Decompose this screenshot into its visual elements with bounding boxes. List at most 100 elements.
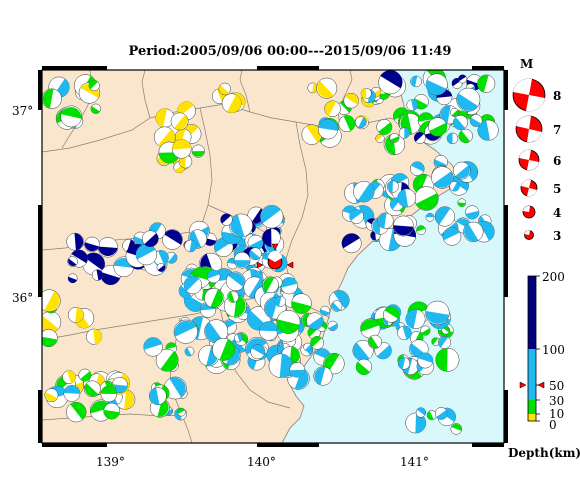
earthquake-mechanism [62,370,76,384]
earthquake-mechanism [67,306,84,323]
earthquake-mechanism [221,93,242,114]
earthquake-mechanism [218,82,232,96]
earthquake-mechanism [86,328,103,345]
earthquake-markers [42,70,499,435]
depth-marker [519,381,545,389]
earthquake-mechanism [428,117,448,137]
earthquake-mechanism [414,186,439,211]
mag-label-8: 8 [553,89,561,103]
earthquake-mechanism [173,319,198,344]
mag-label-6: 6 [553,154,561,168]
earthquake-mechanism [274,295,286,308]
earthquake-mechanism [431,166,454,189]
depth-band-10-30 [528,400,536,414]
earthquake-mechanism [42,289,61,312]
mag-symbol-5 [520,179,538,197]
earthquake-mechanism [389,133,400,143]
earthquake-mechanism [165,251,178,264]
earthquake-mechanism [434,407,448,420]
earthquake-mechanism [60,105,83,128]
earthquake-mechanism [100,385,118,403]
earthquake-mechanism [259,321,279,341]
earthquake-mechanism [353,181,375,203]
earthquake-mechanism [416,225,426,236]
earthquake-mechanism [354,116,367,129]
earthquake-mechanism [268,353,293,378]
earthquake-mechanism [82,252,105,276]
earthquake-mechanism [452,114,469,131]
earthquake-mechanism [343,92,359,109]
earthquake-mechanism [204,319,229,344]
earthquake-mechanism [44,388,59,403]
mag-symbol-7 [515,115,543,143]
earthquake-mechanism [260,205,284,229]
depth-tick-200: 200 [542,270,565,284]
earthquake-mechanism [434,206,455,227]
earthquake-mechanism [375,133,385,144]
earthquake-mechanism [301,124,323,145]
earthquake-mechanism [148,387,167,405]
earthquake-mechanism [42,329,58,348]
earthquake-mechanism [289,362,305,378]
lon-tick-141: 141° [400,455,429,469]
earthquake-mechanism [425,73,448,96]
earthquake-mechanism [170,112,189,131]
earthquake-mechanism [355,358,373,376]
lon-tick-140: 140° [247,455,276,469]
earthquake-mechanism [398,127,410,139]
earthquake-mechanism [410,75,422,88]
depth-tick-50: 50 [549,379,564,393]
earthquake-mechanism [406,99,419,111]
earthquake-mechanism [446,132,459,145]
earthquake-mechanism [249,247,262,261]
depth-legend-label: Depth(km) [508,446,580,460]
earthquake-mechanism [42,311,62,333]
earthquake-mechanism [477,74,496,93]
earthquake-mechanism [469,114,483,127]
earthquake-mechanism [212,337,236,361]
mag-label-7: 7 [553,123,561,137]
earthquake-mechanism [413,131,426,144]
earthquake-mechanism [477,119,499,141]
earthquake-mechanism [452,161,471,180]
map-title: Period:2005/09/06 00:00---2015/09/06 11:… [128,44,452,59]
depth-tick-30: 30 [549,394,564,408]
depth-band-30-100 [528,349,536,400]
earthquake-mechanism [397,325,412,341]
earthquake-mechanism [415,407,427,418]
earthquake-mechanism [378,70,403,95]
earthquake-mechanism [410,161,425,176]
earthquake-mechanism [262,228,281,247]
earthquake-mechanism [143,337,163,357]
depth-colorbar: 200 100 50 30 10 0 Depth(km) [508,270,580,460]
earthquake-mechanism [457,198,467,207]
main-event-marker [256,243,294,270]
mag-symbol-8 [512,78,546,112]
earthquake-mechanism [417,352,434,369]
earthquake-mechanism [393,215,414,237]
earthquake-mechanism [280,277,298,295]
earthquake-mechanism [425,212,435,222]
lat-tick-36: 36° [12,291,33,305]
earthquake-mechanism [310,335,324,350]
earthquake-mechanism [84,380,101,398]
earthquake-mechanism [397,357,411,370]
earthquake-mechanism [306,312,324,330]
earthquake-mechanism [247,234,264,251]
earthquake-mechanism [456,87,481,112]
earthquake-mechanism [341,233,362,254]
depth-band-0-10 [528,414,536,421]
earthquake-mechanism [153,250,169,266]
earthquake-mechanism [386,180,399,193]
magnitude-legend: M 8 7 6 5 4 [512,57,561,243]
earthquake-mechanism [276,310,301,334]
earthquake-mechanism [313,366,333,386]
earthquake-mechanism [376,119,393,135]
earthquake-mechanism [191,144,205,158]
earthquake-mechanism [458,74,467,84]
earthquake-mechanism [155,348,179,372]
earthquake-mechanism [331,300,343,312]
earthquake-mechanism [91,269,104,281]
earthquake-mechanism [291,293,312,314]
earthquake-mechanism [307,82,318,94]
